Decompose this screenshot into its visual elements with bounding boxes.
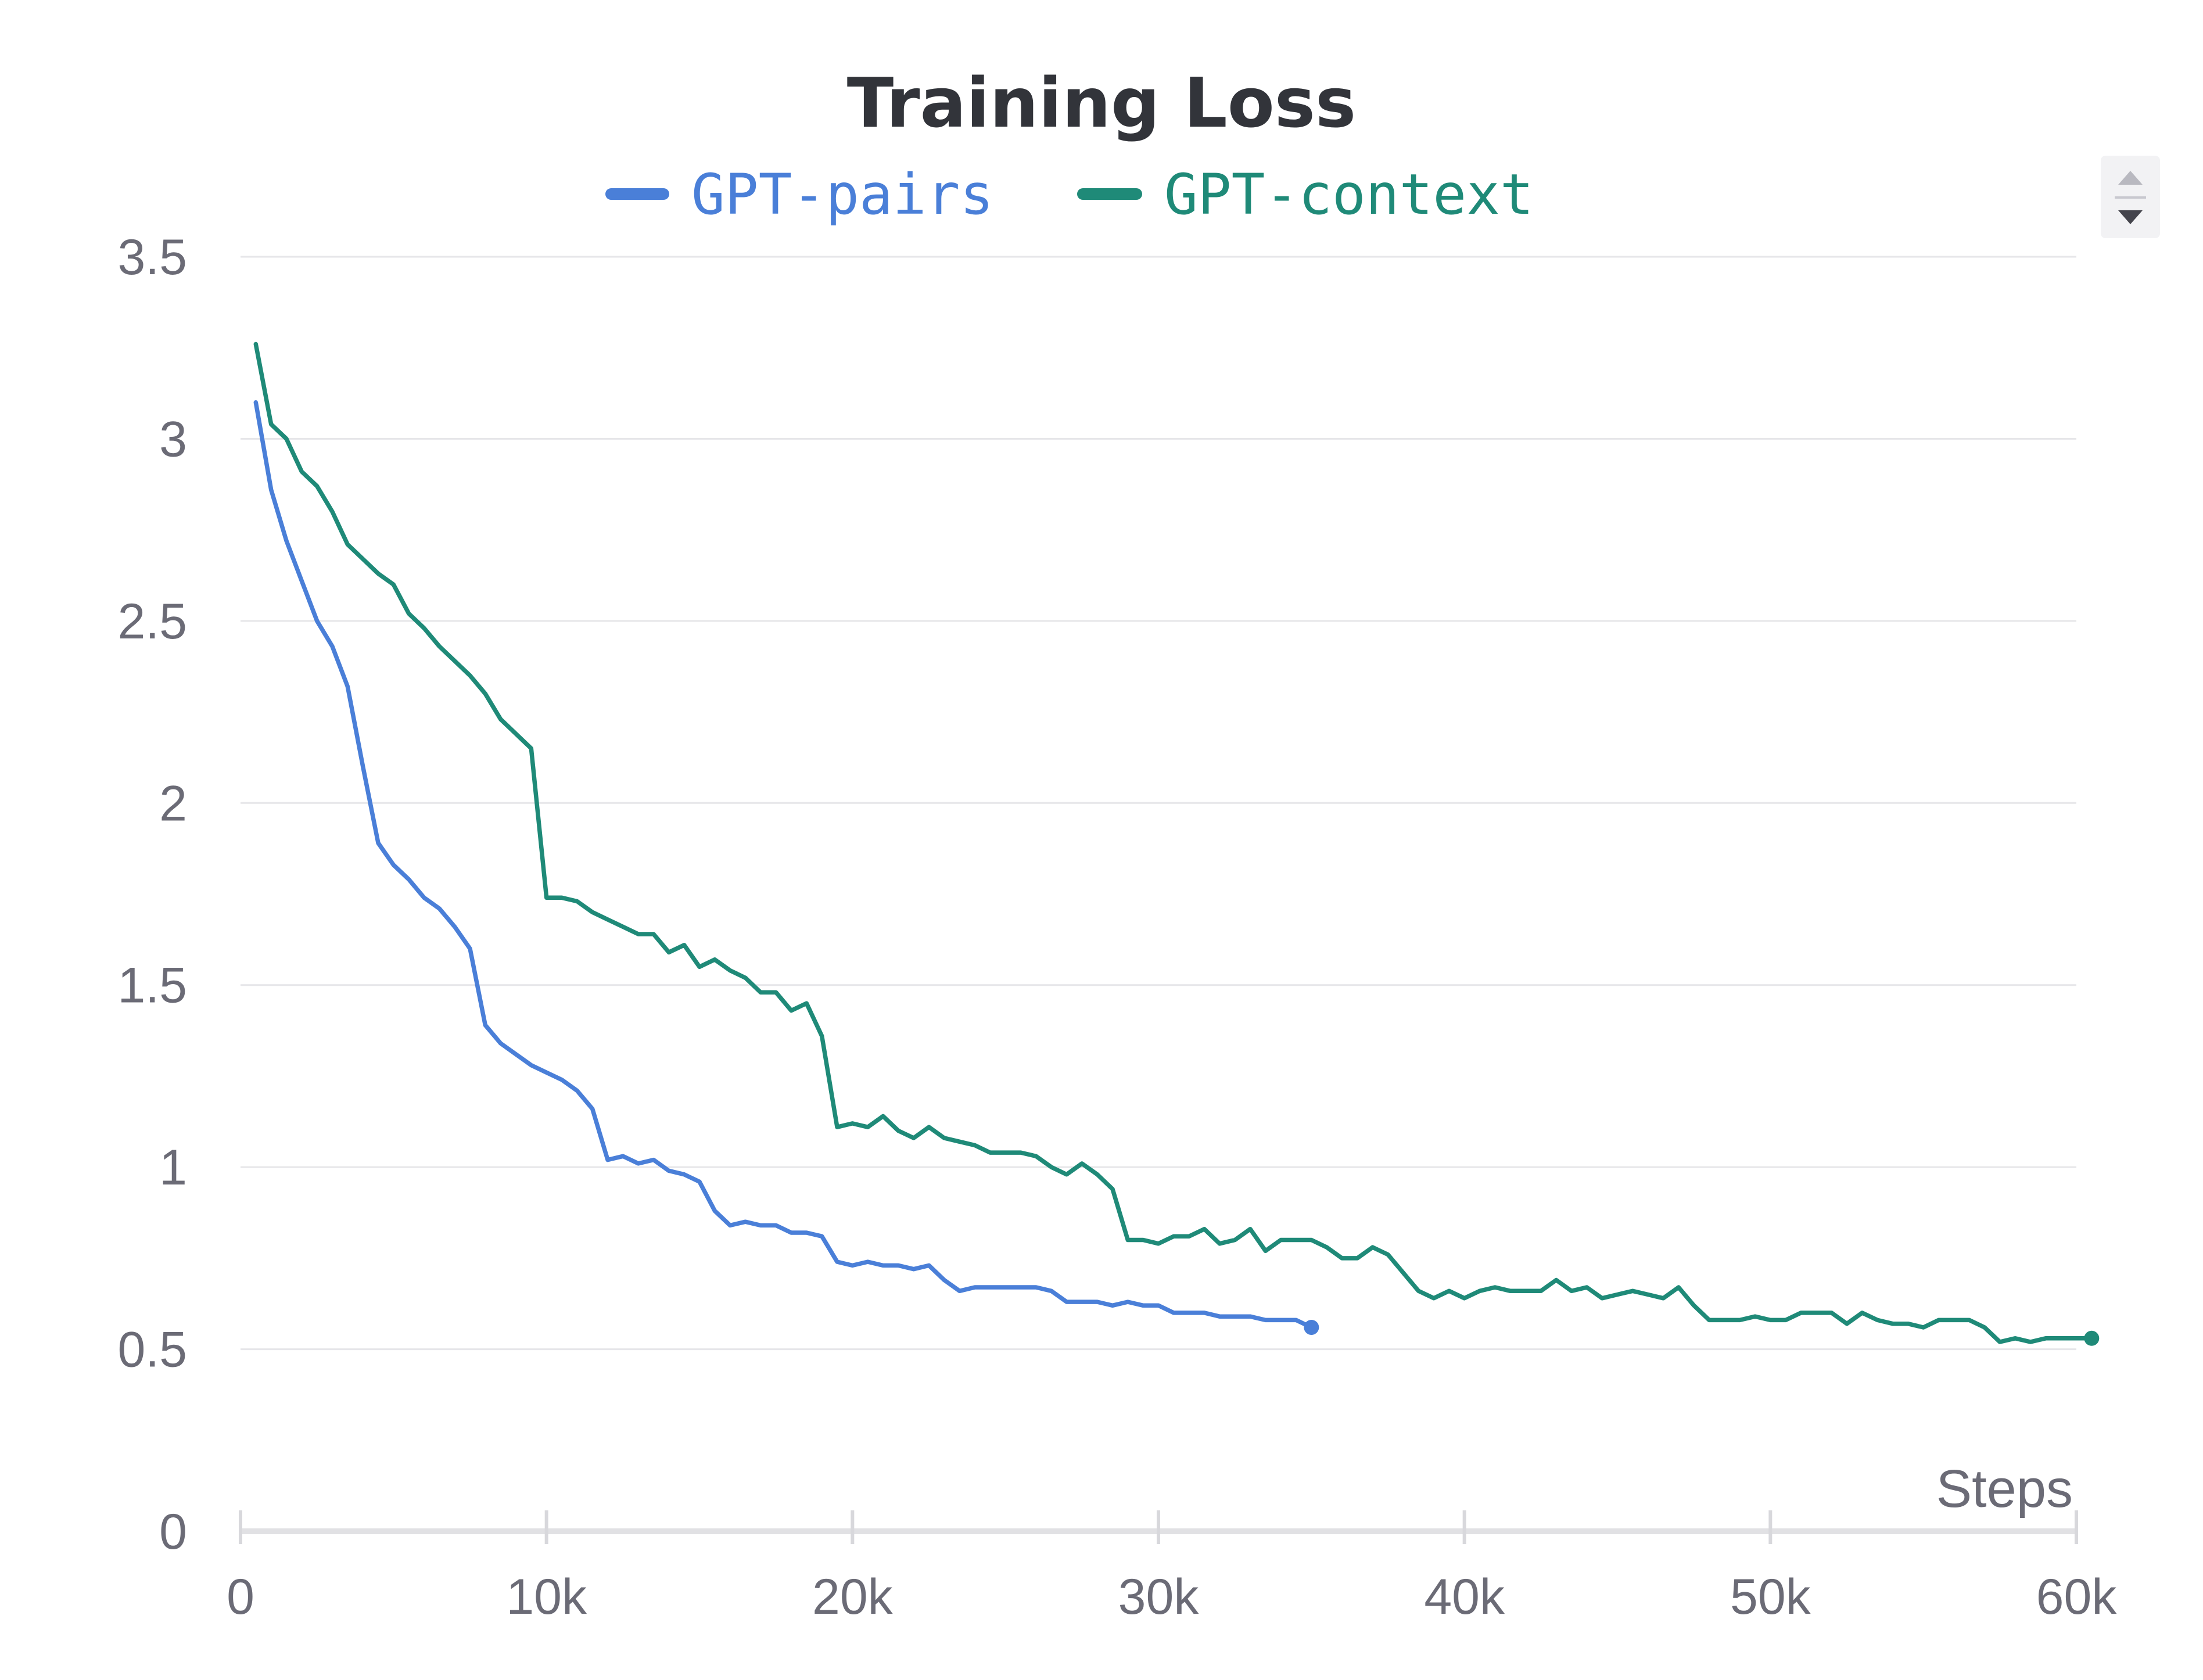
x-tick-label: 10k — [506, 1569, 587, 1625]
series-end-point-gpt-pairs[interactable] — [1304, 1319, 1319, 1335]
grid-lines — [241, 256, 2076, 1351]
x-tick-label: 60k — [2036, 1569, 2118, 1625]
legend-item-gpt-pairs[interactable]: GPT-pairs — [605, 162, 993, 227]
x-tick-label: 50k — [1730, 1569, 1811, 1625]
series-line-gpt-pairs[interactable] — [253, 400, 1314, 1330]
series-lines — [253, 342, 2100, 1346]
y-tick-label: 0 — [159, 1504, 187, 1560]
scroll-down-icon[interactable] — [2118, 210, 2143, 224]
y-tick-label: 1.5 — [117, 958, 187, 1014]
x-tick-label: 40k — [1424, 1569, 1505, 1625]
legend-scroll-control[interactable] — [2101, 156, 2160, 238]
y-tick-label: 0.5 — [117, 1322, 187, 1378]
scroll-up-icon[interactable] — [2118, 171, 2143, 185]
legend: GPT-pairs GPT-context — [605, 162, 1534, 227]
legend-label-gpt-pairs: GPT-pairs — [691, 162, 993, 227]
y-tick-label: 3 — [159, 411, 187, 467]
y-tick-label: 3.5 — [117, 229, 187, 285]
x-tick-label: 20k — [812, 1569, 894, 1625]
legend-item-gpt-context[interactable]: GPT-context — [1077, 162, 1534, 227]
y-tick-label: 2 — [159, 776, 187, 831]
axes: 0 0.5 1 1.5 2 2.5 3 3.5 0 10k 20k 30k 40k 50k 60k — [117, 229, 2117, 1625]
series-end-point-gpt-context[interactable] — [2084, 1330, 2100, 1346]
x-axis-title: Steps — [1936, 1459, 2073, 1519]
y-tick-label: 2.5 — [117, 594, 187, 649]
legend-label-gpt-context: GPT-context — [1164, 162, 1534, 227]
x-tick-label: 0 — [227, 1569, 254, 1625]
chart-title: Training Loss — [847, 63, 1357, 143]
y-tick-label: 1 — [159, 1140, 187, 1196]
x-tick-label: 30k — [1118, 1569, 1200, 1625]
series-line-gpt-context[interactable] — [253, 342, 2094, 1344]
